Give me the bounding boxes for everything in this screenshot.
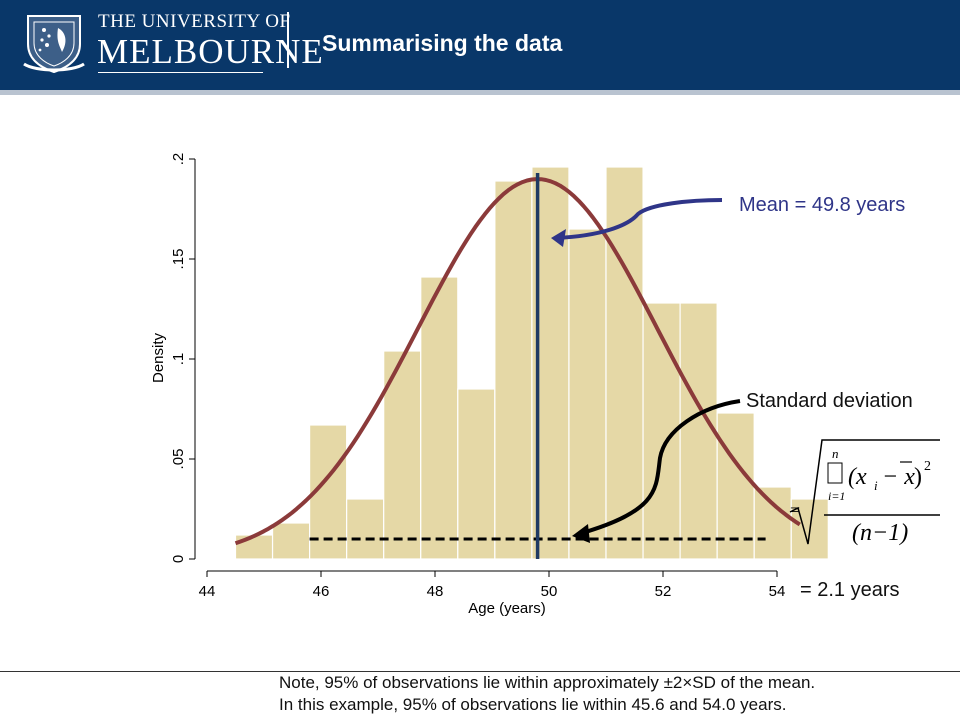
standard-deviation-label: Standard deviation xyxy=(746,390,913,412)
histogram-bar xyxy=(271,522,311,560)
y-tick-label: .15 xyxy=(170,249,187,270)
mean-arrow xyxy=(555,198,723,240)
header-rule xyxy=(0,90,960,95)
university-name-line1: THE UNIVERSITY OF xyxy=(98,11,291,32)
header-banner: THE UNIVERSITY OF MELBOURNE Summarising … xyxy=(0,0,960,90)
formula-subscript: i xyxy=(874,478,878,493)
chart-axes: 0 .05 .1 .15 .2 Density 44 46 48 50 52 54 Age (years… xyxy=(150,153,785,617)
formula-squared: 2 xyxy=(924,459,931,474)
note-line-2: In this example, 95% of observations lie… xyxy=(279,695,787,714)
sd-arrow-head-icon xyxy=(572,524,590,543)
histogram-bar xyxy=(234,534,274,560)
mean-arrow-head-icon xyxy=(551,229,566,247)
sd-arrow xyxy=(581,399,741,535)
summation-symbol-icon xyxy=(827,462,843,484)
university-name-line2: MELBOURNE xyxy=(97,32,324,71)
histogram-bars xyxy=(234,166,829,560)
note-line-1: Note, 95% of observations lie within app… xyxy=(279,673,816,692)
histogram-bar xyxy=(568,228,607,560)
normal-curve xyxy=(234,177,801,546)
formula-sum-lower: i=1 xyxy=(828,489,845,503)
mean-label: Mean = 49.8 years xyxy=(739,194,906,216)
histogram-bar xyxy=(457,388,496,560)
header-divider xyxy=(287,12,289,68)
histogram-bar xyxy=(753,486,792,560)
x-tick-label: 44 xyxy=(199,583,216,600)
y-tick-label: .05 xyxy=(170,449,187,470)
formula-sum-upper: n xyxy=(832,446,839,461)
histogram-bar xyxy=(716,412,755,560)
university-crest-icon xyxy=(23,15,85,74)
x-tick-label: 54 xyxy=(769,583,786,600)
formula-minus-xbar: − x xyxy=(882,464,915,490)
standard-deviation-value: = 2.1 years xyxy=(800,579,900,601)
x-tick-label: 48 xyxy=(427,583,444,600)
note-rule xyxy=(0,671,960,672)
histogram-bar xyxy=(346,498,385,560)
x-tick-label: 52 xyxy=(655,583,672,600)
y-tick-label: 0 xyxy=(170,555,187,563)
y-tick-label: .2 xyxy=(170,153,187,166)
y-axis-label: Density xyxy=(150,332,167,383)
formula-numerator: (x xyxy=(848,464,867,490)
x-axis-label: Age (years) xyxy=(468,600,546,617)
x-tick-label: 46 xyxy=(313,583,330,600)
x-tick-label: 50 xyxy=(541,583,558,600)
chart-overlays xyxy=(234,173,801,559)
histogram-bar xyxy=(679,302,718,560)
y-tick-label: .1 xyxy=(170,353,187,366)
square-root-sign xyxy=(789,439,940,545)
formula-denominator: (n−1) xyxy=(852,520,908,546)
formula-equals: = xyxy=(790,500,800,520)
standard-deviation-formula: = n i=1 (x i − x ) 2 (n−1) xyxy=(789,439,940,546)
histogram-bar xyxy=(605,166,644,560)
svg-text:): ) xyxy=(914,464,922,490)
slide-title: Summarising the data xyxy=(322,30,563,56)
university-name-underline xyxy=(98,72,263,73)
histogram-bar xyxy=(494,180,533,560)
histogram-bar xyxy=(420,276,459,560)
